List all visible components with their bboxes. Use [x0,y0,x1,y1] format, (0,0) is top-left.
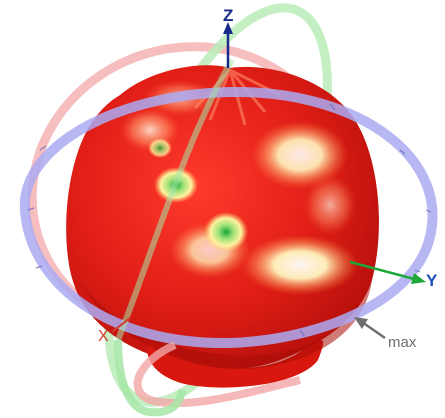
x-axis-label: X [98,328,109,345]
x-axis [111,317,131,333]
y-axis-arrow-icon [411,273,426,284]
z-axis-label: Z [223,6,234,25]
y-axis-label: Y [426,271,438,290]
max-marker-arrow-icon [354,317,386,340]
z-axis-arrow-icon [223,22,233,34]
max-marker-label: max [388,334,417,351]
y-axis [349,260,419,282]
ring-xy-ticks [27,103,432,337]
radiation-pattern-surface [66,65,379,388]
